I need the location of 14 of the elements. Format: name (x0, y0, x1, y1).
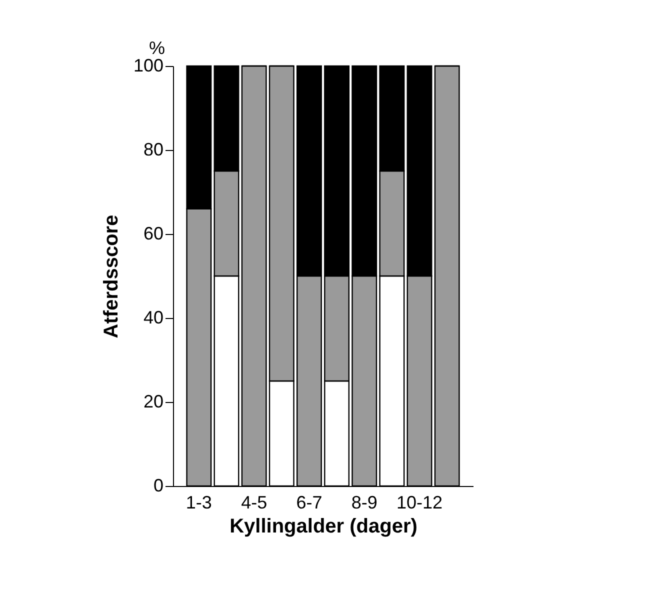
x-tick-label: 4-5 (241, 492, 268, 512)
x-tick-label: 1-3 (186, 492, 212, 512)
y-tick-label: 20 (143, 392, 164, 412)
x-tick-label: 8-9 (351, 492, 378, 512)
y-tick-label: 40 (143, 308, 164, 328)
y-tick-label: 80 (143, 140, 164, 160)
y-tick-label: 100 (133, 56, 164, 76)
x-axis-title: Kyllingalder (dager) (230, 516, 418, 538)
y-tick-label: 60 (143, 224, 164, 244)
text: % (148, 38, 166, 58)
y-tick-label: 0 (153, 476, 164, 496)
x-tick-label: 6-7 (296, 492, 322, 512)
x-tick-label: 10-12 (396, 492, 443, 512)
y-axis-title: Atferdsscore (100, 214, 122, 338)
